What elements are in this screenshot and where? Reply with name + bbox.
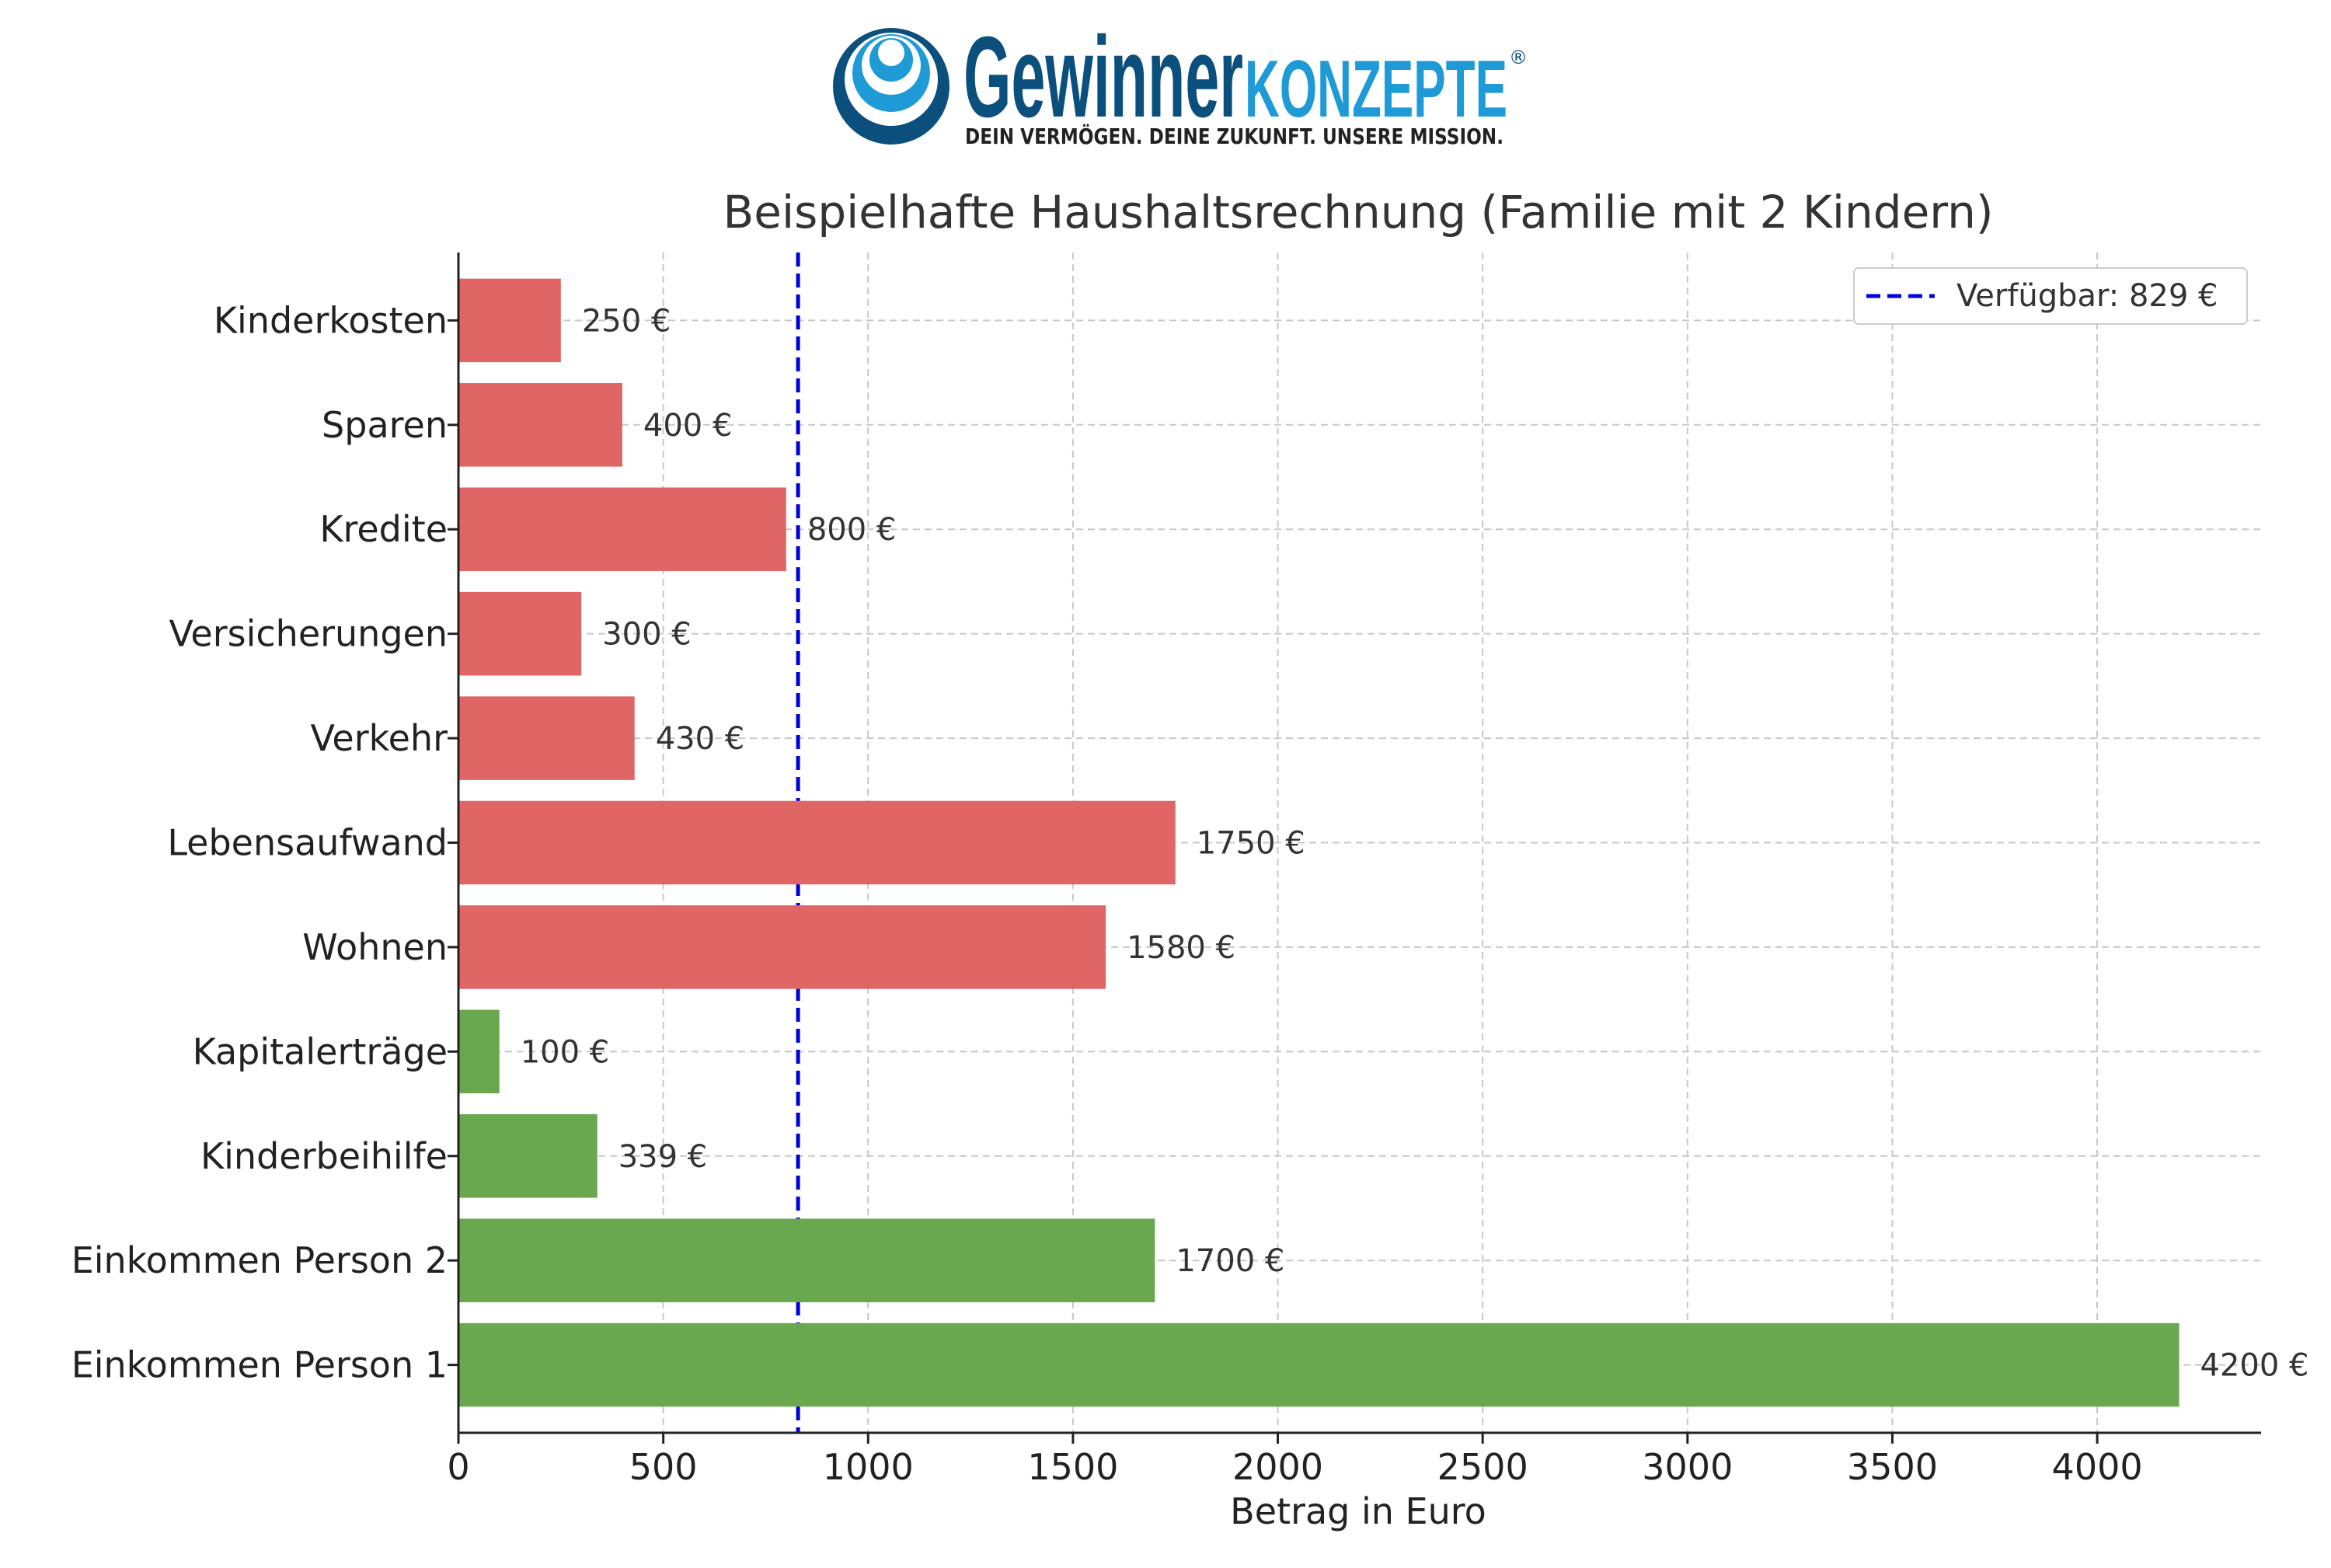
bar [458, 487, 786, 571]
category-label: Verkehr [311, 717, 448, 759]
bar [458, 591, 582, 676]
bar [458, 1114, 598, 1198]
category-label: Versicherungen [169, 613, 448, 655]
bar-value-label: 800 € [807, 512, 897, 548]
category-label: Lebensaufwand [167, 822, 448, 864]
x-tick-label: 1000 [823, 1446, 914, 1488]
bar-value-label: 300 € [602, 617, 692, 653]
axes: 0 500 1000 1500 2000 2500 3000 3500 4000 Einkomme… [71, 253, 2261, 1488]
legend: Verfügbar: 829 € [1853, 267, 2248, 325]
chart-title: Beispielhafte Haushaltsrechnung (Familie… [723, 186, 1994, 239]
bar [458, 696, 635, 780]
x-tick-label: 3000 [1642, 1446, 1733, 1488]
bar [458, 800, 1176, 885]
x-tick-label: 0 [447, 1446, 469, 1488]
bar-value-label: 250 € [582, 303, 671, 339]
x-tick-label: 3500 [1847, 1446, 1938, 1488]
bar-value-label: 430 € [656, 721, 745, 757]
category-label: Kinderbeihilfe [200, 1135, 448, 1177]
bar-value-label: 339 € [618, 1139, 708, 1175]
bar [458, 1218, 1155, 1302]
bar-value-label: 1700 € [1176, 1243, 1284, 1279]
x-tick-label: 2000 [1232, 1446, 1323, 1488]
logo-emblem-icon [833, 28, 949, 145]
logo-tagline: DEIN VERMÖGEN. DEINE ZUKUNFT. UNSERE MIS… [965, 123, 1503, 149]
bar-value-label: 4200 € [2200, 1348, 2309, 1384]
category-label: Einkommen Person 2 [71, 1239, 448, 1281]
category-label: Kredite [319, 508, 448, 550]
gewinnerkonzepte-logo: Gewinner KONZEPTE ® DEIN VERMÖGEN. DEINE… [833, 17, 1528, 149]
bar-value-label: 400 € [643, 408, 733, 444]
logo-registered-mark: ® [1509, 47, 1528, 68]
bar [458, 383, 622, 467]
bar [458, 1322, 2179, 1407]
x-tick-label: 1500 [1027, 1446, 1118, 1488]
bars: 4200 € 1700 € 339 € 100 € 1580 € 1750 € 430 € 3… [458, 278, 2309, 1407]
logo-word-gewinner: Gewinner [963, 17, 1243, 141]
bar-value-label: 1580 € [1127, 930, 1235, 966]
legend-reference-label: Verfügbar: 829 € [1956, 278, 2218, 314]
legend-box [1853, 267, 2248, 325]
category-label: Kinderkosten [214, 299, 448, 341]
bar [458, 905, 1106, 989]
bar-value-label: 100 € [521, 1034, 610, 1070]
x-axis-label: Betrag in Euro [1230, 1490, 1486, 1532]
x-tick-label: 2500 [1437, 1446, 1528, 1488]
logo-word-konzepte: KONZEPTE [1245, 44, 1507, 134]
bar [458, 278, 561, 363]
x-tick-label: 500 [629, 1446, 698, 1488]
category-label: Sparen [322, 404, 448, 446]
category-label: Einkommen Person 1 [71, 1344, 448, 1386]
category-label: Kapitalerträge [193, 1030, 448, 1072]
bar [458, 1009, 500, 1094]
x-tick-label: 4000 [2052, 1446, 2143, 1488]
bar-value-label: 1750 € [1197, 826, 1305, 862]
category-label: Wohnen [302, 926, 448, 968]
